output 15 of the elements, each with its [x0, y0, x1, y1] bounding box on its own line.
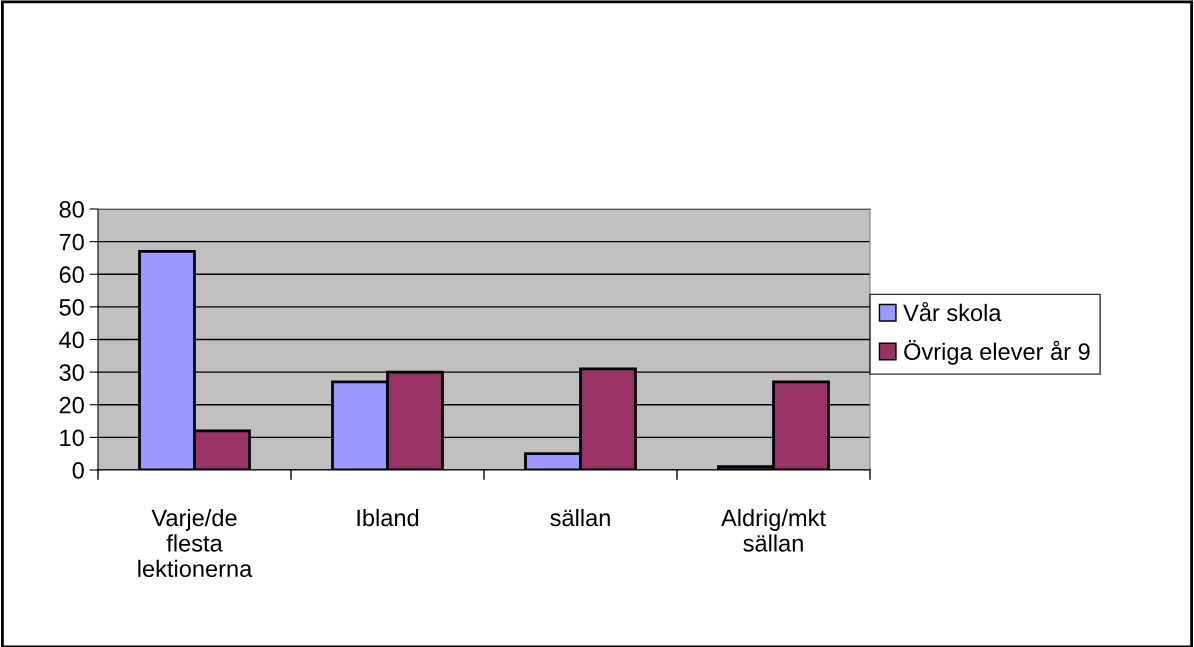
legend-label: Vår skola — [903, 301, 1002, 322]
x-tick-label: sällan — [550, 508, 610, 527]
y-tick-label: 30 — [59, 364, 84, 381]
y-tick-label: 40 — [59, 331, 84, 349]
legend-label: Övriga elever år 9 — [904, 340, 1090, 365]
y-tick-label: 80 — [59, 201, 84, 218]
y-tick-label: 10 — [60, 429, 84, 447]
x-tick-label: Varje/de flesta lektionerna — [138, 508, 253, 578]
x-tick-label: Ibland — [357, 508, 419, 527]
y-tick-label: 0 — [72, 462, 84, 479]
x-tick-label: Aldrig/mkt sällan — [721, 508, 826, 552]
y-tick-label: 50 — [59, 298, 84, 316]
y-tick-label: 70 — [59, 233, 84, 251]
y-tick-label: 60 — [59, 266, 84, 284]
y-tick-label: 20 — [59, 396, 84, 414]
